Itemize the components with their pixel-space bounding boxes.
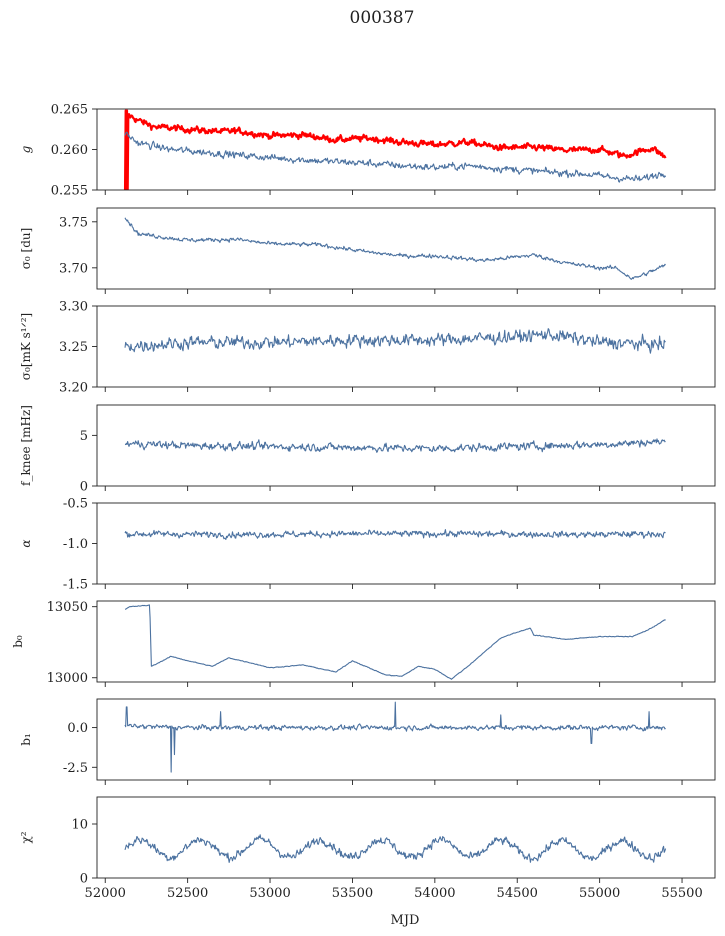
- y-tick-label: -2.5: [63, 761, 88, 776]
- y-tick-label: 3.25: [59, 340, 88, 355]
- y-axis-label: σ₀ [du]: [19, 228, 33, 270]
- sigma0-mk-panel: 3.20 3.25 3.30 σ₀[mK s¹ᐟ²]: [19, 300, 716, 396]
- y-tick-label: 0.260: [51, 143, 88, 158]
- series-line-chi2: [124, 834, 667, 863]
- y-axis-label: σ₀[mK s¹ᐟ²]: [19, 313, 33, 380]
- y-tick-label: 0: [80, 872, 88, 887]
- y-tick-label: -1.0: [63, 537, 88, 552]
- series-line-b0: [124, 604, 666, 680]
- y-tick-label: 0: [80, 480, 88, 495]
- x-axis-label: MJD: [391, 913, 420, 928]
- series-line-b1: [124, 701, 666, 773]
- series-line-sigma0-mk: [124, 328, 666, 354]
- y-axis-label: b₀: [11, 635, 25, 648]
- series-group: [124, 438, 666, 453]
- alpha-panel: -1.5 -1.0 -0.5 α: [19, 497, 716, 593]
- x-tick-label: 54500: [497, 886, 538, 901]
- y-axis-label: χ²: [19, 831, 33, 843]
- series-line-g-blue: [124, 131, 667, 183]
- sigma0-du-panel: 3.70 3.75 σ₀ [du]: [19, 207, 716, 294]
- series-group: [123, 109, 667, 190]
- fknee-panel: 0 5 f_knee [mHz]: [19, 404, 716, 495]
- axes-frame: [96, 600, 716, 683]
- g-panel: 0.255 0.260 0.265 g: [19, 103, 716, 199]
- series-group: [124, 529, 666, 540]
- x-tick-label: 52000: [85, 886, 126, 901]
- y-tick-label: 0.255: [51, 184, 88, 199]
- b1-panel: -2.5 0.0 b₁: [19, 698, 716, 785]
- series-line-fknee: [124, 438, 666, 453]
- y-tick-label: 3.30: [59, 300, 88, 315]
- series-group: [124, 604, 666, 680]
- y-axis-label: α: [19, 539, 33, 547]
- axes-frame: [96, 698, 716, 781]
- x-tick-label: 54000: [414, 886, 455, 901]
- x-tick-label: 53500: [332, 886, 373, 901]
- axes-frame: [96, 404, 716, 487]
- x-tick-label: 55500: [661, 886, 702, 901]
- x-tick-label: 55000: [579, 886, 620, 901]
- series-line-sigma0-du: [124, 217, 666, 280]
- y-axis-label: f_knee [mHz]: [19, 405, 33, 486]
- figure-title: 000387: [350, 8, 415, 28]
- y-axis-label: b₁: [19, 733, 33, 746]
- y-tick-label: 3.70: [59, 261, 88, 276]
- y-tick-label: 0.0: [67, 721, 88, 736]
- series-group: [124, 328, 666, 354]
- axes-frame: [96, 305, 716, 388]
- x-tick-label: 53000: [249, 886, 290, 901]
- series-group: [124, 217, 666, 280]
- series-group: [124, 834, 667, 863]
- y-tick-label: 13050: [47, 600, 88, 615]
- series-line-g-red: [123, 109, 667, 190]
- series-line-alpha: [124, 529, 666, 540]
- x-tick-label: 52500: [167, 886, 208, 901]
- y-tick-label: 0.265: [51, 103, 88, 118]
- y-tick-label: 3.20: [59, 381, 88, 396]
- axes-frame: [96, 796, 716, 879]
- y-tick-label: 3.75: [59, 215, 88, 230]
- y-tick-label: 10: [71, 818, 88, 833]
- chi2-panel: 0 10 52000 52500 53000 53500 54000 54500 55000 55…: [19, 796, 716, 901]
- y-tick-label: -1.5: [63, 578, 88, 593]
- axes-frame: [96, 502, 716, 585]
- axes-frame: [96, 108, 716, 191]
- series-group: [124, 701, 666, 773]
- y-axis-label: g: [19, 145, 33, 153]
- y-tick-label: 5: [80, 429, 88, 444]
- axes-frame: [96, 207, 716, 290]
- y-tick-label: -0.5: [63, 497, 88, 512]
- y-tick-label: 13000: [47, 671, 88, 686]
- b0-panel: 13000 13050 b₀: [11, 600, 716, 687]
